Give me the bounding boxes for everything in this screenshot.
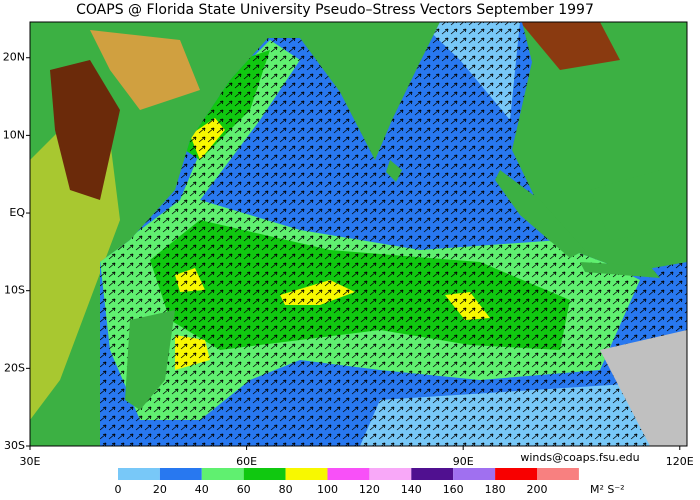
colorbar-swatch — [243, 468, 286, 480]
colorbar-tick-label: 120 — [359, 483, 380, 496]
colorbar-swatch — [453, 468, 496, 480]
colorbar-tick-label: 100 — [317, 483, 338, 496]
colorbar-swatch — [201, 468, 244, 480]
y-tick-label: 10N — [3, 128, 25, 141]
credit: winds@coaps.fsu.edu — [520, 451, 639, 464]
colorbar-tick-label: 20 — [153, 483, 167, 496]
colorbar-tick-label: 180 — [485, 483, 506, 496]
x-tick-label: 120E — [666, 455, 694, 468]
sri-lanka — [386, 160, 402, 182]
x-tick-label: 90E — [453, 455, 474, 468]
colorbar-swatch — [159, 468, 202, 480]
colorbar-swatch — [495, 468, 537, 480]
colorbar-swatch — [118, 468, 160, 480]
x-tick-label: 30E — [20, 455, 41, 468]
map-title: COAPS @ Florida State University Pseudo–… — [76, 2, 594, 18]
colorbar-swatch — [369, 468, 412, 480]
colorbar-swatch — [327, 468, 370, 480]
java — [580, 262, 660, 278]
madagascar — [125, 310, 175, 410]
colorbar-swatch — [411, 468, 454, 480]
x-tick-label: 60E — [236, 455, 257, 468]
colorbar-tick-label: 40 — [195, 483, 209, 496]
colorbar-swatch — [285, 468, 328, 480]
y-tick-label: EQ — [9, 206, 25, 219]
borneo — [590, 170, 670, 240]
colorbar-tick-label: 80 — [279, 483, 293, 496]
colorbar-tick-label: 0 — [115, 483, 122, 496]
axes: 30E 60E 90E 120E 20N 10N EQ 10S 20S 30S — [3, 51, 694, 468]
colorbar-tick-label: 140 — [401, 483, 422, 496]
colorbar: 0 20 40 60 80 100 120 140 160 180 200 — [115, 468, 579, 496]
y-tick-label: 20N — [3, 51, 25, 64]
highland — [520, 22, 620, 70]
y-tick-label: 30S — [4, 439, 25, 452]
highland — [50, 60, 120, 200]
colorbar-unit: M² S⁻² — [590, 483, 625, 496]
y-tick-label: 10S — [4, 284, 25, 297]
sumatra — [495, 170, 585, 258]
colorbar-tick-label: 160 — [443, 483, 464, 496]
map-frame — [29, 21, 688, 447]
desert — [90, 30, 200, 110]
australia — [600, 330, 687, 446]
colorbar-tick-label: 200 — [527, 483, 548, 496]
y-tick-label: 20S — [4, 361, 25, 374]
colorbar-swatch — [537, 468, 579, 480]
map-area — [30, 22, 687, 446]
colorbar-tick-label: 60 — [237, 483, 251, 496]
